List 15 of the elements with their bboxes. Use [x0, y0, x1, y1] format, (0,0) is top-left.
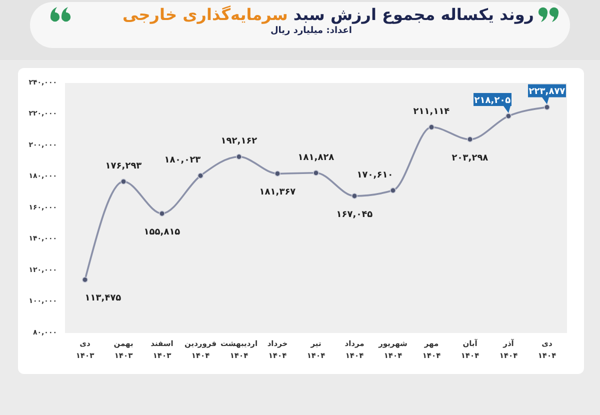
- data-label: ۱۱۳,۴۷۵: [84, 294, 122, 304]
- data-label: ۲۱۱,۱۱۴: [413, 107, 450, 118]
- chart-title: روند یکساله مجموع ارزش سبد سرمایه‌گذاری خارجی: [122, 5, 534, 24]
- data-label: ۱۸۱,۳۶۷: [259, 188, 296, 198]
- data-label: ۱۹۲,۱۶۲: [220, 136, 258, 147]
- data-label: ۱۵۵,۸۱۵: [144, 228, 181, 238]
- annotation: ۲۲۳,۸۷۷: [528, 87, 566, 98]
- data-label: ۱۷۰,۶۱۰: [356, 170, 394, 180]
- data-label: ۲۰۳,۲۹۸: [452, 153, 489, 164]
- data-label: ۱۸۰,۰۲۳: [164, 156, 202, 166]
- data-label: ۱۸۱,۸۲۸: [298, 152, 335, 163]
- data-label: ۱۷۶,۲۹۳: [105, 162, 142, 172]
- chart-subtitle: اعداد: میلیارد ریال: [270, 25, 352, 37]
- data-label: ۱۶۷,۰۴۵: [336, 210, 374, 220]
- annotation: ۲۱۸,۲۰۵: [474, 96, 512, 106]
